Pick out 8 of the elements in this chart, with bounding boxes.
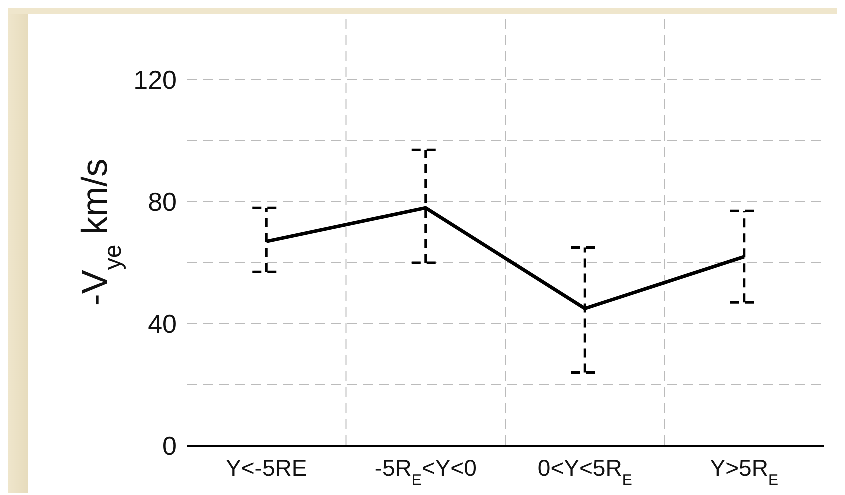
x-tick-label: 0<Y<5R$_{E}$ xyxy=(538,455,632,488)
y-tick-label: 40 xyxy=(148,309,177,339)
x-tick-label: Y<-5RE xyxy=(226,455,308,481)
x-tick-label: Y>5R$_{E}$ xyxy=(710,455,778,488)
x-tick-label: -5R$_{E}$<Y<0 xyxy=(374,455,477,488)
y-tick-label: 120 xyxy=(134,65,177,95)
y-tick-label: 0 xyxy=(162,431,177,461)
y-tick-label: 80 xyxy=(148,187,177,217)
